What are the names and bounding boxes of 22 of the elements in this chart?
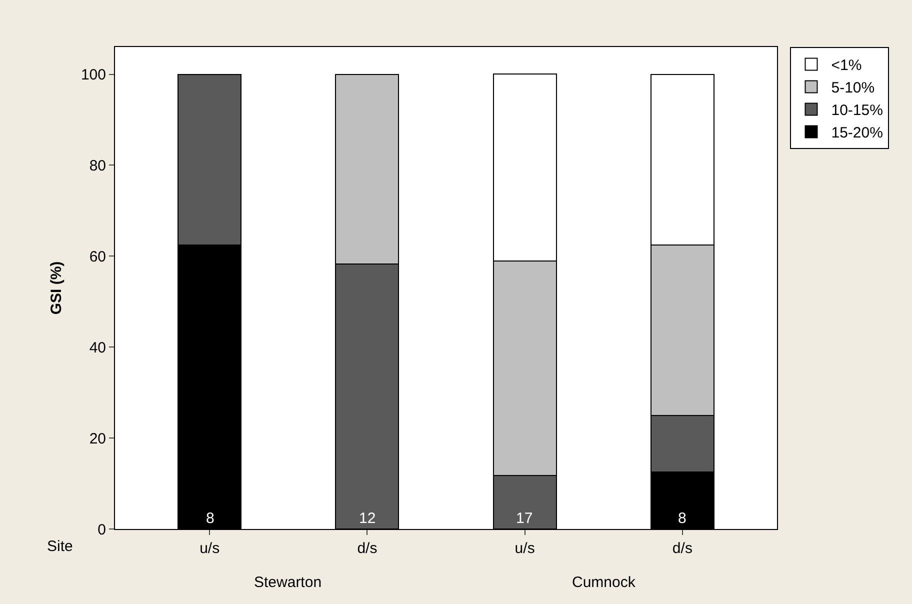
text: Cumnock (572, 574, 636, 591)
legend-label: 10-15% (831, 102, 883, 120)
text: Stewarton (254, 574, 322, 591)
legend-label: <1% (831, 57, 862, 74)
y-tick-label: 60 (89, 248, 106, 266)
y-tick-label: 40 (89, 339, 106, 356)
y-tick-label: 80 (89, 157, 106, 174)
y-axis-title: GSI (%) (48, 261, 66, 315)
annotation: 8 (678, 510, 686, 527)
x-tick-label: u/s (200, 540, 220, 557)
annotation: 12 (359, 510, 376, 527)
y-tick-label: 100 (80, 66, 106, 84)
y-tick-label: 0 (98, 521, 106, 538)
legend-label: 15-20% (831, 124, 883, 142)
x-tick-label: d/s (357, 540, 378, 557)
y-tick-label: 20 (89, 430, 106, 448)
x-axis-title: Site (47, 538, 73, 555)
legend-label: 5-10% (831, 80, 875, 97)
annotation: 8 (206, 510, 214, 527)
annotation: 17 (516, 510, 533, 527)
x-tick-label: u/s (514, 540, 535, 557)
x-tick-label: d/s (672, 540, 692, 557)
